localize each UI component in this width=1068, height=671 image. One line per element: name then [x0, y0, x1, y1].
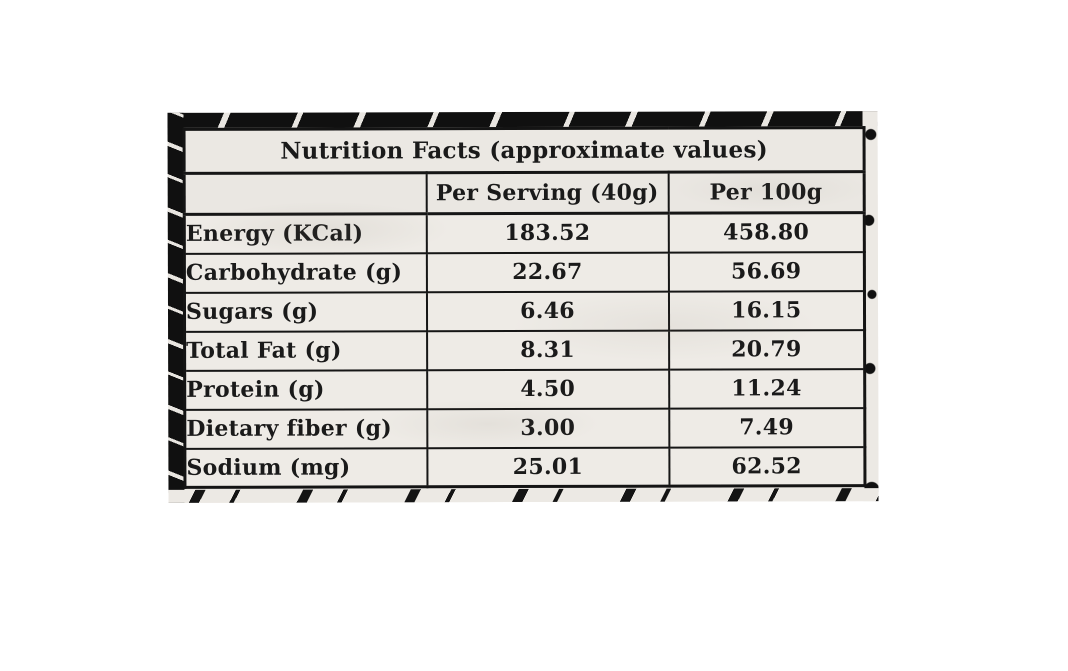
table-title-row: Nutrition Facts (approximate values)	[184, 127, 865, 174]
column-header-blank	[184, 172, 427, 215]
table-row: Sodium (mg) 25.01 62.52	[184, 446, 865, 488]
nutrition-label-photo: Nutrition Facts (approximate values) Per…	[167, 111, 879, 503]
row-per-serving: 6.46	[426, 291, 669, 331]
table-row: Energy (KCal) 183.52 458.80	[184, 212, 865, 254]
table-row: Carbohydrate (g) 22.67 56.69	[184, 251, 865, 293]
row-per-serving: 4.50	[426, 369, 669, 409]
table-title: Nutrition Facts (approximate values)	[184, 127, 865, 174]
row-per-serving: 3.00	[426, 408, 669, 448]
row-per-serving: 22.67	[426, 252, 669, 292]
column-header-per-100g: Per 100g	[668, 171, 865, 214]
table-header-row: Per Serving (40g) Per 100g	[184, 171, 865, 215]
row-per-serving: 25.01	[426, 447, 669, 487]
column-header-per-serving: Per Serving (40g)	[426, 172, 669, 214]
row-label: Protein (g)	[184, 369, 427, 410]
row-per-serving: 8.31	[426, 330, 669, 370]
package-pattern-bottom	[168, 488, 879, 503]
row-per-100g: 11.24	[668, 368, 865, 409]
row-per-serving: 183.52	[426, 213, 669, 253]
row-label: Sodium (mg)	[184, 447, 427, 488]
row-per-100g: 56.69	[668, 251, 865, 292]
nutrition-facts-table: Nutrition Facts (approximate values) Per…	[182, 126, 867, 489]
row-per-100g: 20.79	[668, 329, 865, 370]
row-label: Energy (KCal)	[184, 213, 427, 254]
row-per-100g: 62.52	[668, 446, 865, 487]
table-row: Total Fat (g) 8.31 20.79	[184, 329, 865, 371]
table-row: Protein (g) 4.50 11.24	[184, 368, 865, 410]
row-per-100g: 458.80	[668, 212, 865, 253]
row-label: Sugars (g)	[184, 291, 427, 332]
table-row: Dietary fiber (g) 3.00 7.49	[184, 407, 865, 449]
row-label: Dietary fiber (g)	[184, 408, 427, 449]
row-label: Carbohydrate (g)	[184, 252, 427, 293]
row-per-100g: 16.15	[668, 290, 865, 331]
row-label: Total Fat (g)	[184, 330, 427, 371]
table-row: Sugars (g) 6.46 16.15	[184, 290, 865, 332]
row-per-100g: 7.49	[668, 407, 865, 448]
